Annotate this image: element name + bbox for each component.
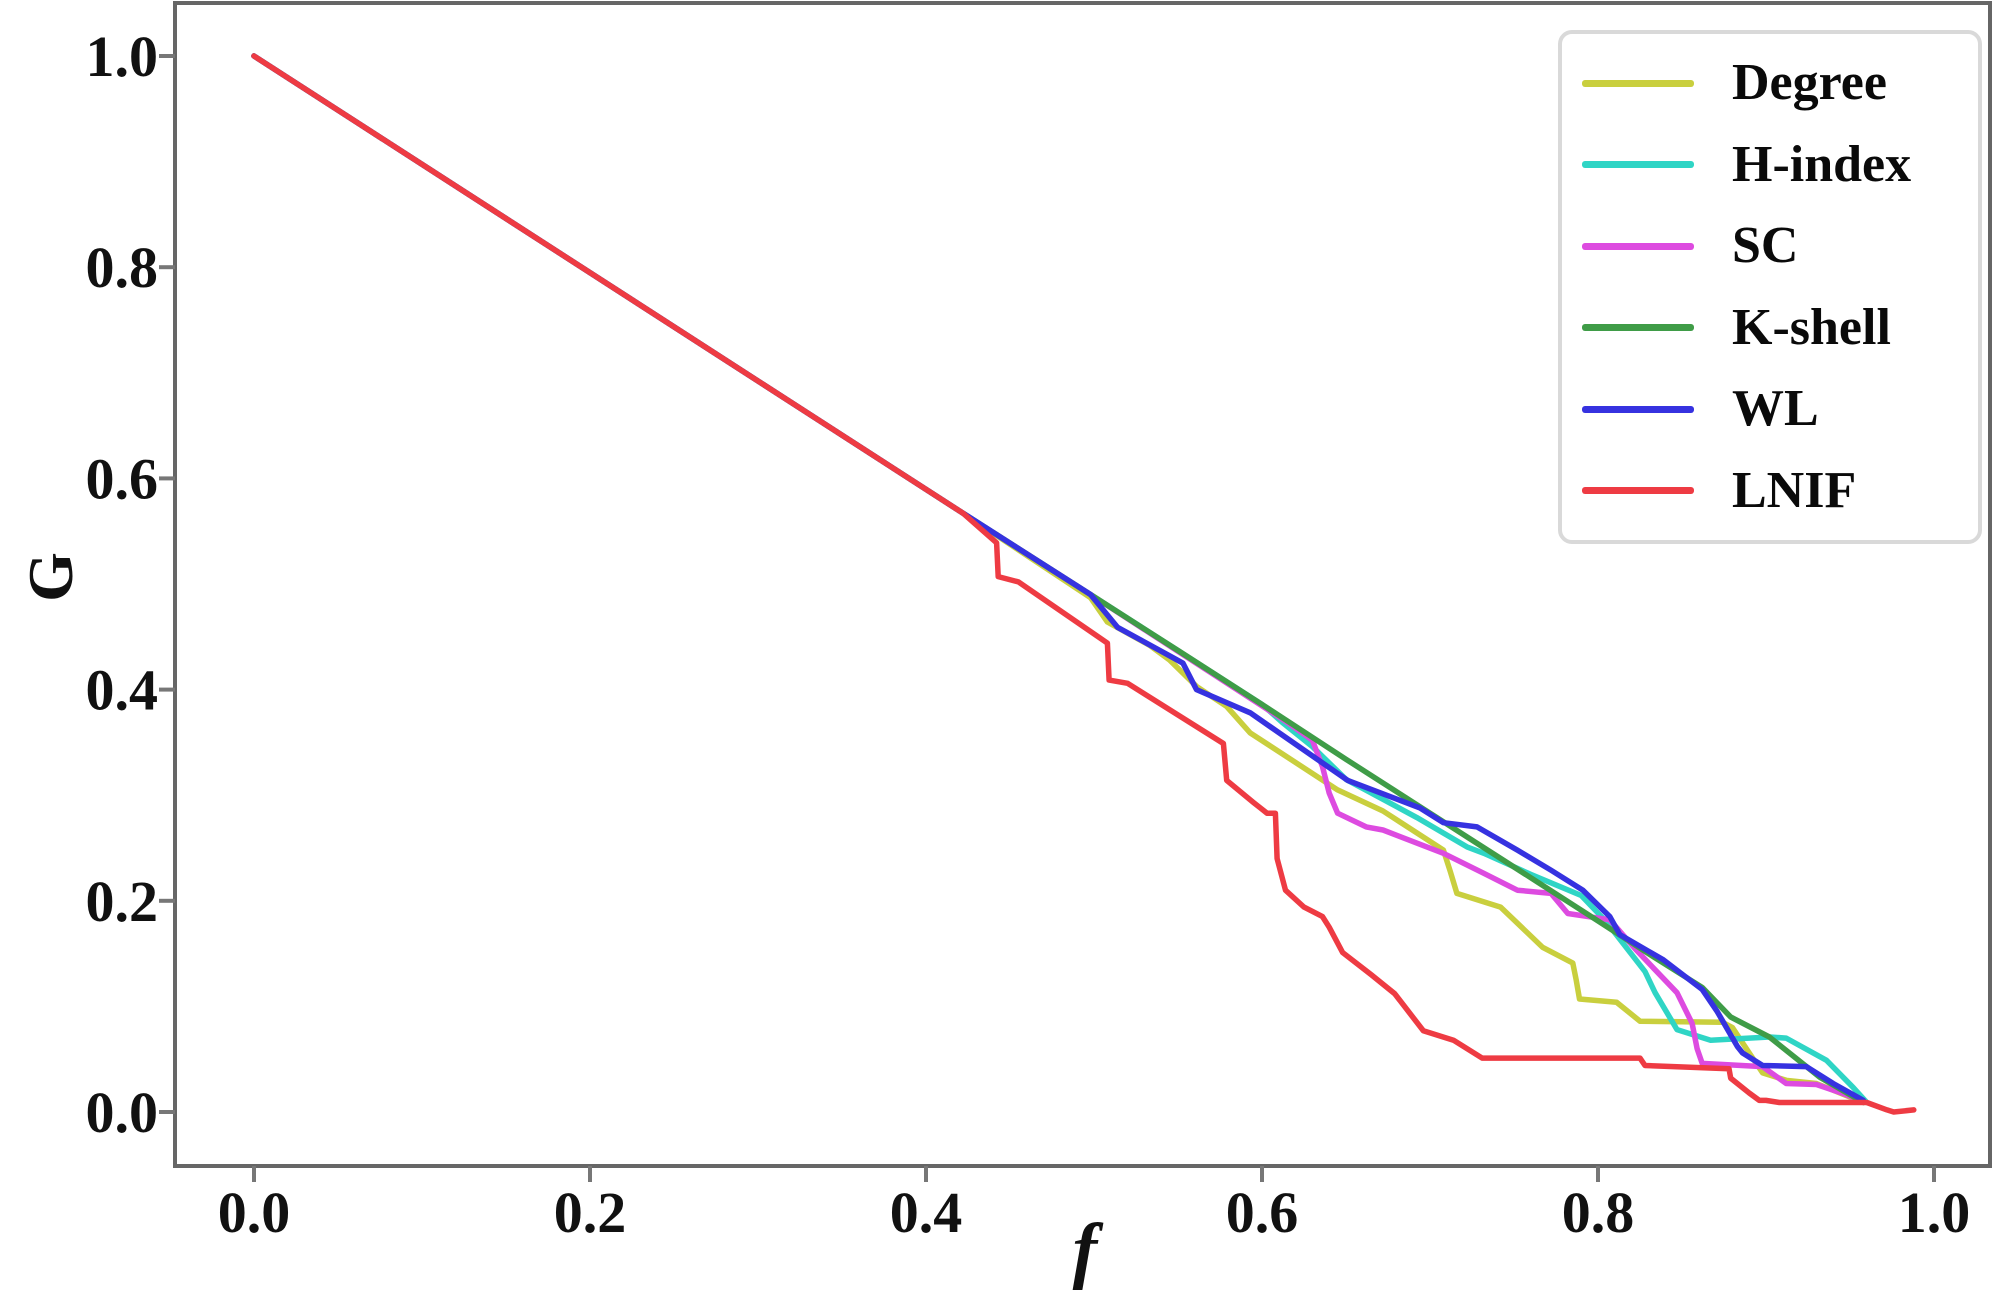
legend-item-sc: SC [1582, 208, 1978, 284]
lnif-line-swatch [1582, 487, 1694, 495]
y-tick-label: 0.2 [86, 869, 159, 934]
degree-line-swatch [1582, 79, 1694, 87]
wl-line-swatch [1582, 405, 1694, 413]
k-shell-line-swatch [1582, 324, 1694, 332]
y-tick-label: 1.0 [86, 24, 159, 89]
y-tick-label: 0.6 [86, 446, 159, 511]
legend-item-wl: WL [1582, 371, 1978, 447]
x-tick-label: 1.0 [1898, 1180, 1971, 1245]
legend-label: SC [1732, 217, 1799, 275]
legend-item-k-shell: K-shell [1582, 290, 1978, 366]
series-line-k-shell [251, 53, 1867, 1106]
y-tick-label: 0.4 [86, 658, 159, 723]
legend: Degree H-index SC K-shell WL LNIF [1558, 30, 1982, 544]
x-tick-label: 0.8 [1562, 1180, 1635, 1245]
series-line-sc [251, 53, 1867, 1105]
x-tick-label: 0.4 [890, 1180, 963, 1245]
legend-item-lnif: LNIF [1582, 453, 1978, 529]
legend-label: Degree [1732, 54, 1887, 112]
x-tick-label: 0.0 [218, 1180, 291, 1245]
sc-line-swatch [1582, 242, 1694, 250]
x-tick-label: 0.2 [554, 1180, 627, 1245]
legend-label: K-shell [1732, 298, 1891, 356]
series-line-lnif [251, 53, 1917, 1115]
y-tick-label: 0.0 [86, 1080, 159, 1145]
series-line-wl [251, 53, 1867, 1104]
h-index-line-swatch [1582, 161, 1694, 169]
legend-label: LNIF [1732, 461, 1857, 519]
x-axis-label: f [1072, 1209, 1098, 1291]
legend-label: H-index [1732, 135, 1912, 193]
legend-item-degree: Degree [1582, 45, 1978, 121]
x-tick-label: 0.6 [1226, 1180, 1299, 1245]
y-axis-label: G [15, 552, 86, 602]
axes-spines [173, 1, 1992, 1168]
legend-item-h-index: H-index [1582, 127, 1978, 203]
y-tick-label: 0.8 [86, 235, 159, 300]
legend-label: WL [1732, 380, 1819, 438]
